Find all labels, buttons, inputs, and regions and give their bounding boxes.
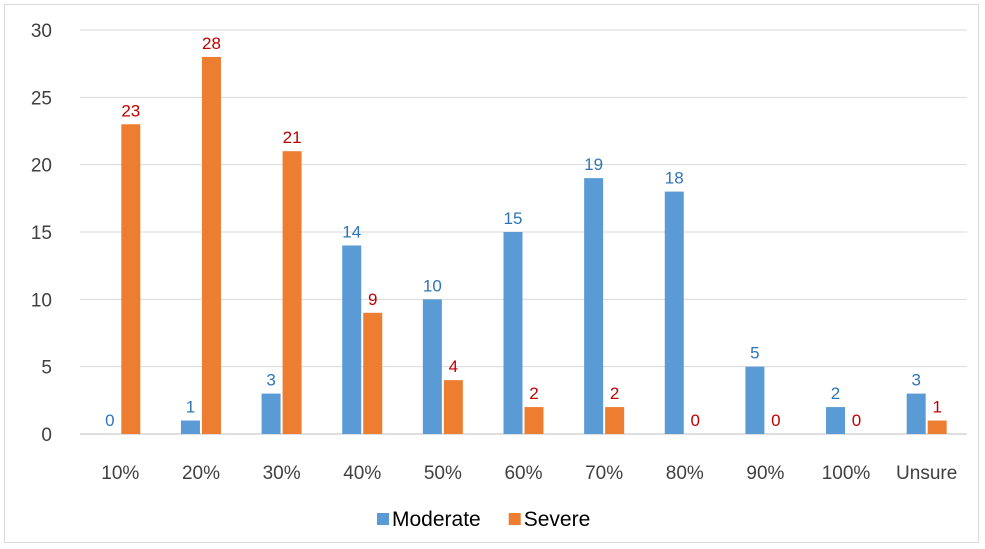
bars: [121, 56, 947, 435]
data-label-moderate: 0: [105, 411, 114, 430]
data-label-moderate: 19: [584, 155, 603, 174]
data-label-moderate: 1: [186, 398, 195, 417]
bar-moderate: [261, 393, 281, 434]
bar-severe: [201, 56, 221, 434]
data-label-severe: 2: [529, 384, 538, 403]
bar-severe: [443, 380, 463, 434]
legend-swatch-severe: [508, 513, 521, 525]
data-label-severe: 23: [121, 101, 140, 120]
data-label-severe: 0: [771, 411, 780, 430]
y-tick-label: 5: [41, 358, 52, 379]
bar-severe: [605, 407, 625, 434]
x-tick-label: 70%: [585, 463, 623, 484]
data-label-severe: 0: [852, 411, 861, 430]
bar-severe: [524, 407, 544, 434]
bar-moderate: [745, 366, 765, 434]
legend: Moderate Severe: [377, 508, 590, 531]
y-tick-label: 20: [31, 156, 52, 177]
data-label-moderate: 14: [342, 222, 361, 241]
bar-moderate: [826, 407, 846, 434]
bar-severe: [927, 420, 947, 434]
y-tick-label: 10: [31, 290, 52, 311]
data-label-severe: 0: [691, 411, 700, 430]
data-label-severe: 28: [202, 34, 221, 53]
x-tick-label: 30%: [263, 463, 301, 484]
x-tick-label: 50%: [424, 463, 462, 484]
x-tick-label: 90%: [746, 463, 784, 484]
bar-moderate: [180, 420, 200, 434]
bar-moderate: [342, 245, 362, 434]
y-tick-label: 15: [31, 223, 52, 244]
bar-moderate: [584, 178, 604, 434]
data-label-moderate: 2: [831, 384, 840, 403]
x-tick-label: 20%: [182, 463, 220, 484]
legend-label-moderate: Moderate: [392, 508, 481, 531]
bar-severe: [121, 124, 141, 435]
bar-moderate: [664, 191, 684, 434]
bar-severe: [363, 312, 383, 434]
data-label-severe: 1: [932, 398, 941, 417]
y-tick-label: 30: [31, 21, 52, 42]
x-tick-label: 100%: [822, 463, 871, 484]
y-axis-ticks: 0 5 10 15 20 25 30: [31, 21, 52, 446]
y-tick-label: 25: [31, 88, 52, 109]
x-tick-label: 60%: [504, 463, 542, 484]
legend-swatch-moderate: [377, 513, 389, 525]
data-label-severe: 9: [368, 290, 377, 309]
data-label-moderate: 18: [665, 169, 684, 188]
data-label-severe: 21: [283, 128, 302, 147]
data-label-moderate: 3: [911, 371, 920, 390]
data-label-severe: 4: [449, 357, 458, 376]
bar-moderate: [422, 299, 442, 434]
x-tick-label: 10%: [101, 463, 139, 484]
bar-moderate: [503, 232, 523, 434]
x-tick-label: 80%: [666, 463, 704, 484]
x-tick-label: Unsure: [896, 463, 957, 484]
x-axis-ticks: 10% 20% 30% 40% 50% 60% 70% 80% 90% 100% Unsure: [101, 463, 957, 484]
data-label-moderate: 10: [423, 276, 442, 295]
data-label-severe: 2: [610, 384, 619, 403]
y-tick-label: 0: [41, 425, 52, 446]
data-label-moderate: 15: [504, 209, 523, 228]
bar-severe: [282, 151, 302, 434]
x-tick-label: 40%: [343, 463, 381, 484]
chart-frame: [4, 4, 979, 543]
gridlines: [80, 29, 967, 435]
data-label-moderate: 3: [266, 371, 275, 390]
legend-label-severe: Severe: [524, 508, 591, 531]
data-label-moderate: 5: [750, 344, 759, 363]
bar-moderate: [906, 393, 926, 434]
